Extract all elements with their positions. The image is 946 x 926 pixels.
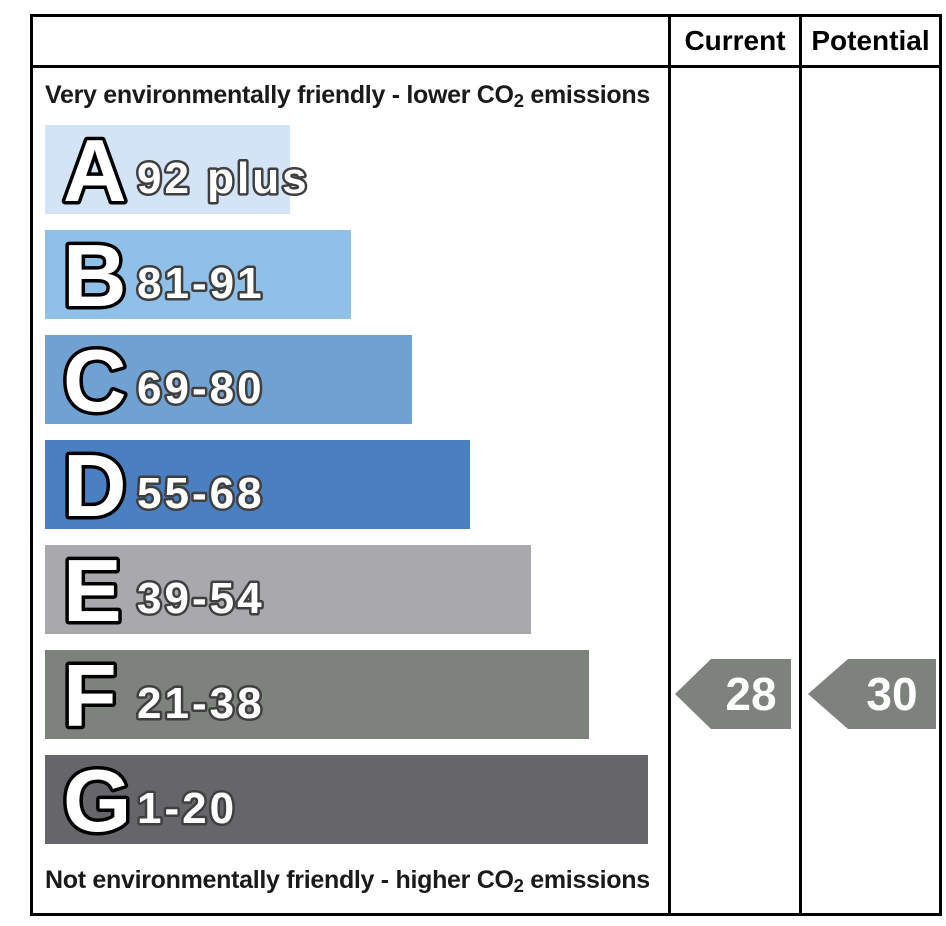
current-rating-value: 28 [725,668,776,720]
band-letter: C [63,331,127,430]
band-a-graphic: A 92 plus [60,118,310,224]
band-b-graphic: B 81-91 [60,223,265,329]
band-range: 39-54 [137,574,265,623]
band-letter: D [63,436,127,535]
band-letter: E [63,541,122,640]
potential-rating-arrow: 30 [808,659,936,729]
band-range: 69-80 [137,364,265,413]
top-caption-text: Very environmentally friendly - lower CO [45,81,514,109]
band-range: 1-20 [137,784,237,833]
band-range: 81-91 [137,259,265,308]
band-g-graphic: G 1-20 [60,748,237,854]
potential-column-divider [799,17,802,913]
band-f-graphic: F 21-38 [60,643,265,749]
bottom-caption-text: Not environmentally friendly - higher CO [45,866,514,894]
current-column-divider [668,17,671,913]
potential-rating-value: 30 [866,668,917,720]
band-letter: F [63,646,117,745]
current-column-header: Current [684,25,786,56]
top-caption: Very environmentally friendly - lower CO… [45,80,660,116]
band-row-c: C 69-80 [45,328,412,434]
chart-inner: Current Potential Very environmentally f… [33,17,939,913]
band-row-a: A 92 plus [45,118,310,224]
co2-subscript: 2 [513,90,524,112]
co2-subscript: 2 [513,875,524,897]
potential-arrow-shape [808,659,936,729]
current-arrow-shape [675,659,791,729]
band-range: 55-68 [137,469,265,518]
top-caption-suffix: emissions [523,81,650,109]
band-row-b: B 81-91 [45,223,351,329]
band-row-f: F 21-38 [45,643,589,749]
band-row-d: D 55-68 [45,433,470,539]
band-letter: G [63,751,131,850]
current-rating-arrow: 28 [675,659,791,729]
band-range: 21-38 [137,679,265,728]
band-letter: B [63,226,127,325]
band-e-graphic: E 39-54 [60,538,265,644]
epc-co2-rating-chart: Current Potential Very environmentally f… [30,14,942,916]
potential-column-header: Potential [811,25,930,56]
band-d-graphic: D 55-68 [60,433,265,539]
header-divider-line [33,65,939,68]
band-letter: A [63,121,127,220]
band-c-graphic: C 69-80 [60,328,265,434]
band-row-g: G 1-20 [45,748,648,854]
band-range: 92 plus [137,154,310,203]
bottom-caption: Not environmentally friendly - higher CO… [45,865,660,901]
bottom-caption-suffix: emissions [523,866,650,894]
band-row-e: E 39-54 [45,538,531,644]
